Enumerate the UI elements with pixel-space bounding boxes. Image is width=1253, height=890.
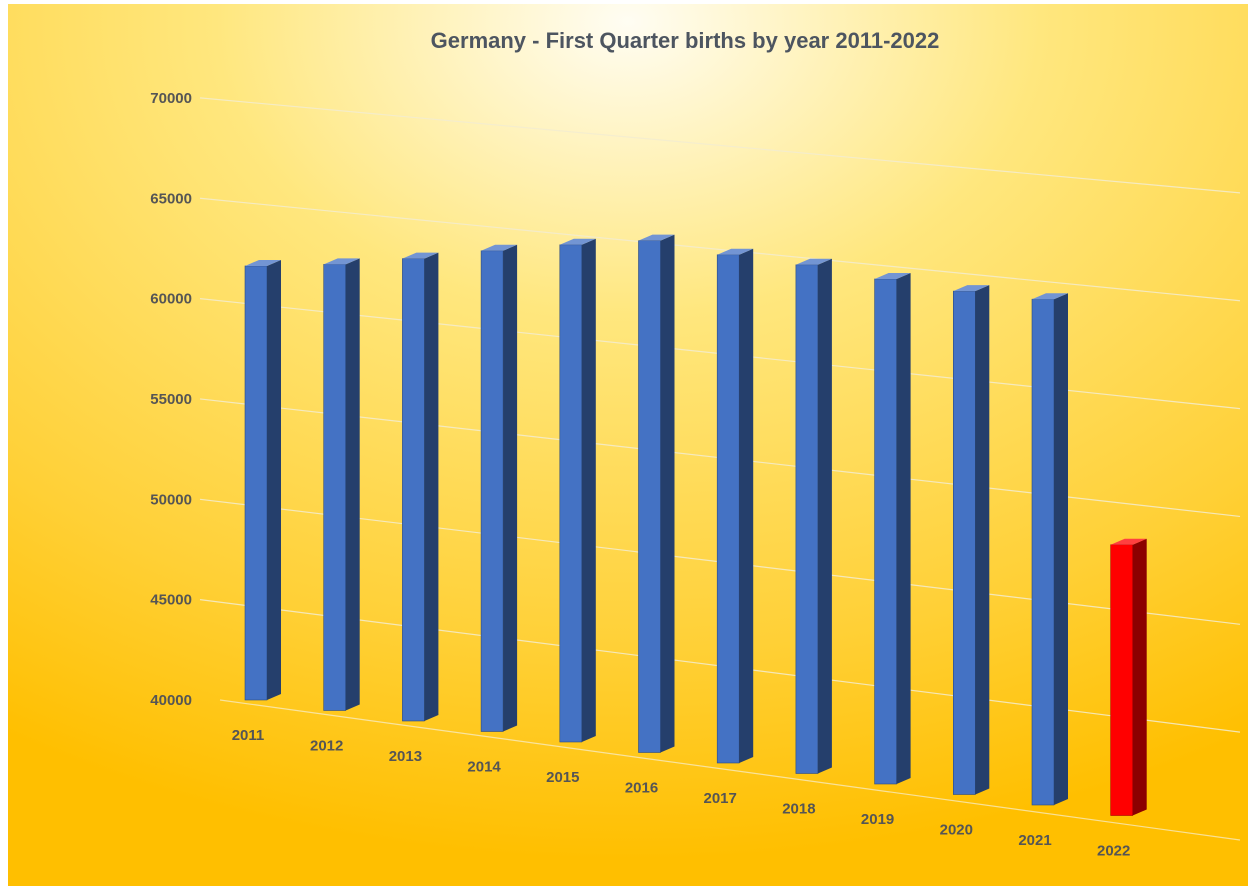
x-tick-label: 2021	[1018, 832, 1051, 849]
bar-front	[952, 290, 976, 795]
bar-side	[975, 285, 990, 795]
bar-side	[424, 252, 439, 721]
bar-2014	[480, 244, 518, 732]
bar-side	[739, 248, 754, 763]
bar-front	[559, 244, 583, 743]
x-tick-label: 2011	[232, 727, 265, 744]
bar-side	[660, 234, 675, 753]
y-axis-tick-labels: 40000 45000 50000 55000 60000 65000 70000	[150, 90, 192, 709]
bar-top	[874, 272, 911, 279]
y-tick-label: 60000	[150, 291, 192, 308]
x-tick-label: 2018	[782, 801, 815, 818]
x-tick-label: 2019	[861, 811, 894, 828]
bar-2019	[874, 272, 911, 785]
bar-2011	[244, 259, 281, 701]
bars	[244, 234, 1147, 816]
bar-front	[795, 264, 819, 774]
y-tick-label: 65000	[150, 190, 192, 207]
bar-front	[638, 240, 661, 753]
bar-front	[716, 254, 740, 764]
bar-front	[480, 250, 504, 732]
bar-side	[581, 238, 596, 742]
bar-2016	[638, 234, 675, 753]
bar-front	[323, 264, 347, 711]
bar-2020	[952, 285, 990, 795]
y-tick-label: 45000	[150, 592, 192, 609]
bar-2012	[323, 258, 360, 711]
x-axis-category-labels: 2011 2012 2013 2014 2015 2016 2017 2018 2019 2020…	[232, 727, 1131, 860]
bar-2015	[559, 238, 596, 743]
bar-top	[402, 252, 439, 259]
bar-front	[402, 258, 425, 722]
chart-title: Germany - First Quarter births by year 2…	[431, 28, 940, 53]
x-tick-label: 2020	[940, 822, 973, 839]
x-tick-label: 2014	[467, 759, 501, 776]
bar-top	[717, 248, 754, 255]
x-tick-label: 2022	[1097, 843, 1130, 860]
bar-top	[638, 234, 675, 241]
x-tick-label: 2017	[704, 790, 737, 807]
bar-side	[503, 244, 518, 732]
y-tick-label: 70000	[150, 90, 192, 107]
bar-top	[323, 258, 360, 265]
bar-2018	[795, 258, 832, 774]
bar-top	[245, 259, 281, 266]
bar-side	[817, 258, 832, 774]
bar-2017	[716, 248, 754, 764]
x-tick-label: 2012	[310, 738, 343, 755]
x-tick-label: 2016	[625, 780, 658, 797]
bar-side	[1132, 538, 1147, 816]
bar-top	[559, 238, 596, 245]
y-tick-label: 55000	[150, 391, 192, 408]
bar-2013	[402, 252, 439, 722]
bar-top	[953, 285, 990, 292]
x-tick-label: 2013	[389, 748, 422, 765]
bar-front	[244, 265, 268, 701]
bar-front	[874, 278, 897, 785]
bar-2022	[1110, 538, 1147, 816]
bar-2021	[1031, 293, 1068, 806]
bar-front	[1110, 544, 1133, 816]
bar-top	[481, 244, 518, 251]
bar-top	[1110, 538, 1147, 545]
bar-side	[1054, 293, 1068, 805]
gridline-70000	[199, 97, 1241, 194]
y-tick-label: 40000	[150, 692, 192, 709]
bar-side	[896, 272, 911, 784]
y-tick-label: 50000	[150, 491, 192, 508]
floor-line	[219, 699, 1241, 841]
x-tick-label: 2015	[546, 769, 579, 786]
bar-top	[795, 258, 832, 265]
bar-side	[267, 259, 281, 700]
bar-top	[1032, 293, 1068, 300]
bar-front	[1031, 298, 1055, 806]
gridline-65000	[199, 197, 1241, 302]
bar-side	[345, 258, 360, 711]
